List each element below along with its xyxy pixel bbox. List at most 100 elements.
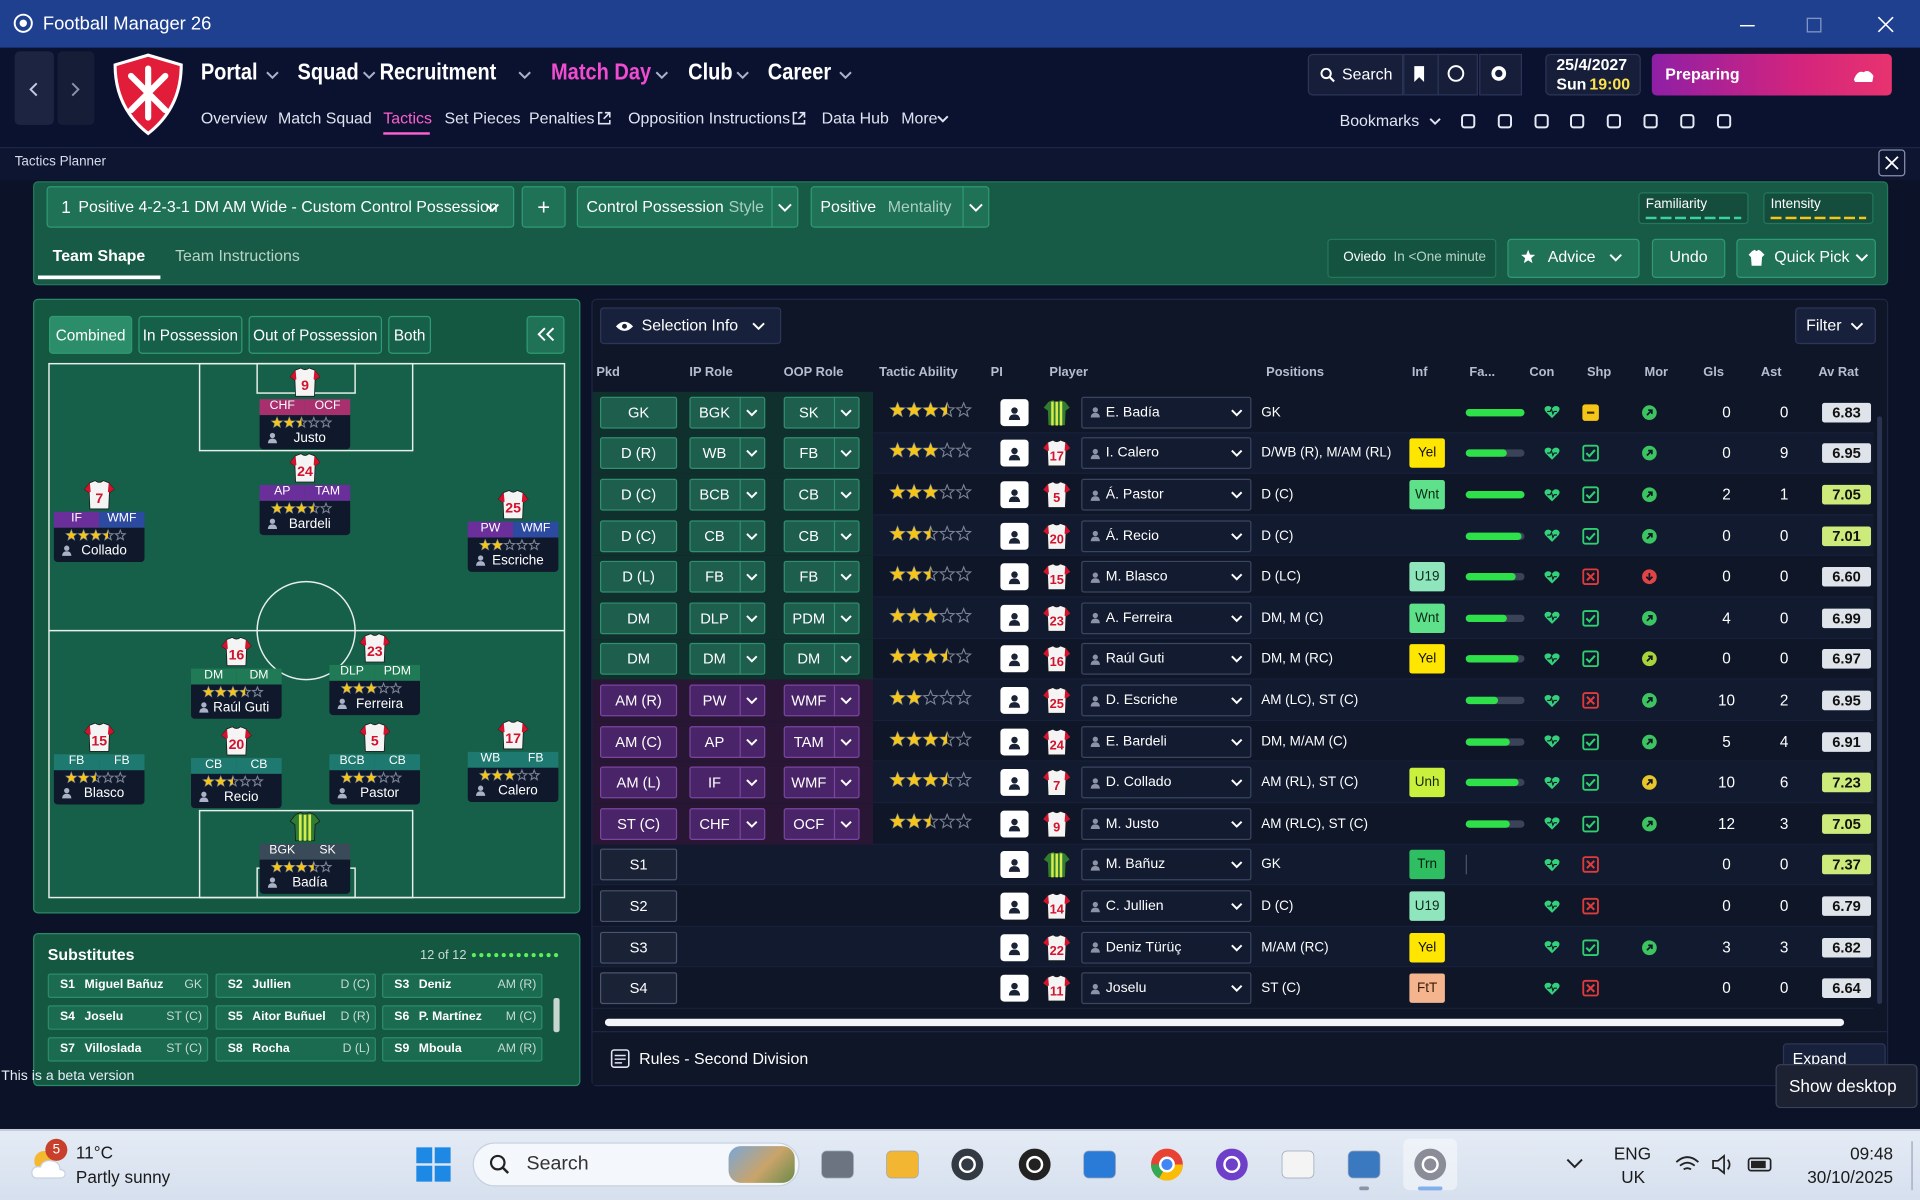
bookmark-shortcut[interactable] <box>1643 114 1658 129</box>
column-header[interactable]: Shp <box>1586 364 1612 380</box>
player-selector[interactable] <box>1081 807 1252 840</box>
player-selector[interactable] <box>1081 766 1252 799</box>
picked-position[interactable] <box>600 519 678 552</box>
bookmark-shortcut[interactable] <box>1534 114 1549 129</box>
player-selector[interactable] <box>1081 519 1252 552</box>
sub-menu-item[interactable]: Match Squad <box>277 108 372 128</box>
column-header[interactable]: Gls <box>1703 364 1725 380</box>
player-selector[interactable] <box>1081 478 1252 511</box>
picked-position[interactable] <box>600 437 678 470</box>
role-selector[interactable] <box>783 643 860 676</box>
role-selector[interactable] <box>689 396 766 429</box>
header-icon-button[interactable] <box>1479 53 1523 96</box>
picked-position[interactable] <box>600 766 678 799</box>
player-selector[interactable] <box>1081 849 1252 881</box>
player-selector[interactable] <box>1081 684 1252 717</box>
main-menu-item[interactable]: Career <box>767 60 832 86</box>
picked-position[interactable] <box>600 561 678 593</box>
show-desktop-edge[interactable] <box>1911 1141 1913 1191</box>
player-selector[interactable] <box>1081 931 1252 964</box>
taskbar-app[interactable] <box>884 1146 921 1183</box>
mode-button[interactable] <box>248 315 383 354</box>
player-selector[interactable] <box>1081 437 1252 470</box>
start-button[interactable] <box>416 1147 451 1182</box>
role-selector[interactable] <box>689 519 766 552</box>
taskbar-app[interactable] <box>819 1146 856 1183</box>
role-selector[interactable] <box>689 807 766 840</box>
role-selector[interactable] <box>783 766 860 799</box>
sub-menu-item[interactable]: More <box>901 108 938 128</box>
tab[interactable]: Team Instructions <box>175 246 300 265</box>
sub-menu-item[interactable]: Set Pieces <box>444 108 521 128</box>
column-header[interactable]: Ast <box>1760 364 1782 380</box>
mode-button[interactable] <box>138 315 243 354</box>
picked-position[interactable] <box>600 396 678 429</box>
sub-menu-item[interactable]: Penalties <box>528 108 595 128</box>
player-selector[interactable] <box>1081 725 1252 758</box>
picked-position[interactable] <box>600 602 678 635</box>
main-menu-item[interactable]: Squad <box>297 60 359 86</box>
main-menu-item[interactable]: Portal <box>200 60 258 86</box>
undo-button[interactable] <box>1651 238 1726 278</box>
tactic-selector[interactable] <box>46 186 515 228</box>
add-tactic[interactable] <box>521 186 566 228</box>
role-selector[interactable] <box>783 396 860 429</box>
player-selector[interactable] <box>1081 396 1252 429</box>
sub-menu-item[interactable]: Overview <box>200 108 268 128</box>
role-selector[interactable] <box>689 643 766 676</box>
role-selector[interactable] <box>783 478 860 511</box>
tab[interactable]: Team Shape <box>52 246 146 265</box>
picked-position[interactable] <box>600 807 678 840</box>
substitute-slot[interactable] <box>47 1005 209 1030</box>
bookmark-shortcut[interactable] <box>1570 114 1585 129</box>
bookmark-shortcut[interactable] <box>1716 114 1732 129</box>
role-selector[interactable] <box>689 766 766 799</box>
picked-position[interactable] <box>600 849 678 881</box>
column-header[interactable]: Inf <box>1411 364 1428 380</box>
role-selector[interactable] <box>783 725 860 758</box>
taskbar-app[interactable] <box>1016 1146 1053 1183</box>
taskbar-app[interactable] <box>1346 1146 1383 1183</box>
picked-position[interactable] <box>600 643 678 676</box>
bookmark-shortcut[interactable] <box>1461 114 1476 129</box>
role-selector[interactable] <box>689 478 766 511</box>
player-selector[interactable] <box>1081 643 1252 676</box>
taskbar-app[interactable] <box>1213 1146 1250 1183</box>
player-selector[interactable] <box>1081 890 1252 923</box>
substitute-slot[interactable] <box>382 973 543 998</box>
taskbar-app[interactable] <box>1280 1146 1317 1183</box>
collapse-button[interactable] <box>526 315 565 354</box>
taskbar-app[interactable] <box>1081 1146 1118 1183</box>
continue-button[interactable] <box>1651 53 1892 96</box>
picked-position[interactable] <box>600 890 678 923</box>
taskbar-app[interactable] <box>949 1146 986 1183</box>
mentality-selector[interactable] <box>810 186 990 228</box>
column-header[interactable]: Tactic Ability <box>879 364 958 380</box>
column-header[interactable]: PI <box>990 364 1003 380</box>
column-header[interactable]: Fa... <box>1469 364 1496 380</box>
substitute-slot[interactable] <box>215 1037 376 1062</box>
sub-menu-item[interactable]: Tactics <box>383 108 432 128</box>
taskbar-app[interactable] <box>1149 1146 1186 1183</box>
system-tray[interactable] <box>1675 1153 1775 1175</box>
picked-position[interactable] <box>600 684 678 717</box>
column-header[interactable]: Mor <box>1644 364 1669 380</box>
substitute-slot[interactable] <box>382 1037 543 1062</box>
column-header[interactable]: OOP Role <box>783 364 844 380</box>
substitute-slot[interactable] <box>47 1037 209 1062</box>
column-header[interactable]: Con <box>1529 364 1555 380</box>
main-menu-item[interactable]: Recruitment <box>379 60 497 86</box>
role-selector[interactable] <box>783 684 860 717</box>
header-icon-button[interactable] <box>1437 53 1478 96</box>
role-selector[interactable] <box>783 561 860 593</box>
role-selector[interactable] <box>689 561 766 593</box>
role-selector[interactable] <box>689 602 766 635</box>
rules-label[interactable]: Rules - Second Division <box>639 1049 809 1068</box>
column-header[interactable]: IP Role <box>689 364 733 380</box>
bookmark-shortcut[interactable] <box>1680 114 1695 129</box>
picked-position[interactable] <box>600 478 678 511</box>
substitute-slot[interactable] <box>47 973 209 998</box>
sub-menu-item[interactable]: Data Hub <box>821 108 889 128</box>
picked-position[interactable] <box>600 725 678 758</box>
bookmark-shortcut[interactable] <box>1606 114 1622 129</box>
